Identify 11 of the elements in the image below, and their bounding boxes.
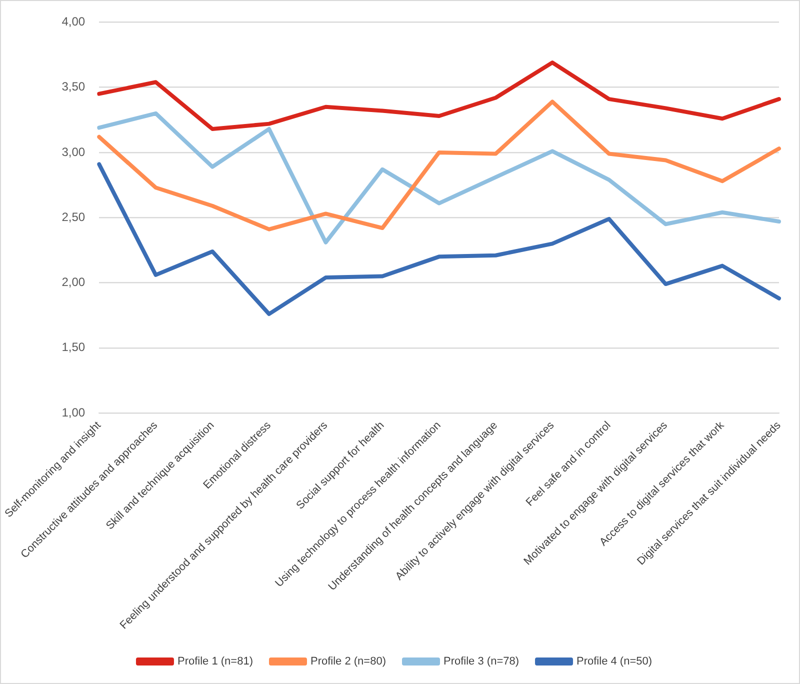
y-tick-label: 1,50 [62,340,86,354]
legend-label: Profile 4 (n=50) [576,656,652,668]
y-tick-label: 1,00 [62,405,86,420]
y-tick-label: 2,00 [62,275,86,290]
y-tick-label: 4,00 [62,14,86,29]
legend-label: Profile 3 (n=78) [444,656,520,668]
y-tick-label: 3,00 [62,144,86,159]
legend-label: Profile 2 (n=80) [310,656,386,668]
legend-label: Profile 1 (n=81) [177,656,253,668]
y-tick-label: 2,50 [62,210,86,224]
y-tick-label: 3,50 [62,80,86,94]
